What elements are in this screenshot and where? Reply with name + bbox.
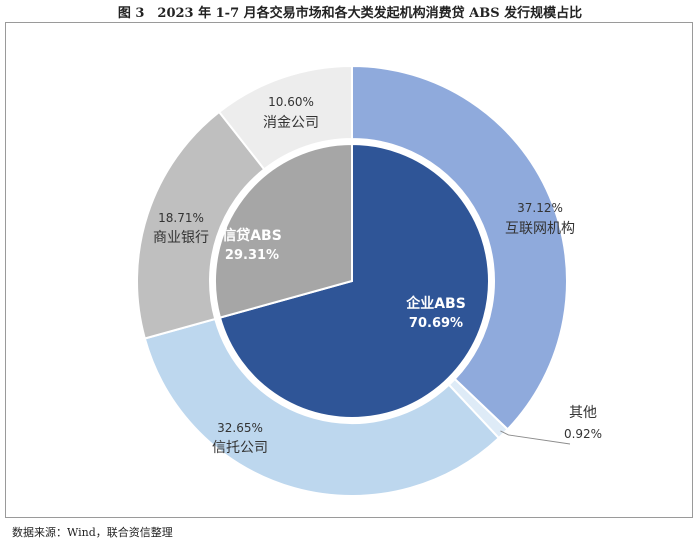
outer-label-name-2: 其他 xyxy=(569,405,597,421)
data-source-note: 数据来源：Wind，联合资信整理 xyxy=(12,526,173,539)
outer-label-pct-1: 37.12% xyxy=(517,201,563,215)
leader-line-other xyxy=(500,430,571,445)
outer-label-pct-5: 10.60% xyxy=(268,95,314,109)
inner-slice-2 xyxy=(214,142,353,319)
outer-label-name-1: 互联网机构 xyxy=(505,221,575,237)
outer-label-name-5: 消金公司 xyxy=(263,115,319,131)
chart-frame xyxy=(5,22,693,518)
inner-pie xyxy=(214,142,490,419)
outer-ring xyxy=(136,64,568,497)
inner-label-pct-2: 29.31% xyxy=(225,248,279,263)
inner-label-name-1: 企业ABS xyxy=(405,295,466,312)
outer-slice-5 xyxy=(217,64,353,171)
outer-label-name-3: 信托公司 xyxy=(212,440,268,456)
inner-slice-1 xyxy=(218,142,490,419)
outer-label-pct-2: 0.92% xyxy=(564,427,602,441)
outer-slice-3 xyxy=(143,317,501,497)
leader-lines xyxy=(500,430,571,445)
outer-label-pct-4: 18.71% xyxy=(158,211,204,225)
outer-slice-1 xyxy=(351,64,568,431)
slice-labels: 37.12% 互联网机构 0.92% 其他 32.65% 信托公司 18.71% 商业银行 10… xyxy=(153,95,602,456)
inner-label-pct-1: 70.69% xyxy=(409,316,463,331)
figure-title: 图 3 2023 年 1-7 月各交易市场和各大类发起机构消费贷 ABS 发行规… xyxy=(117,6,583,21)
outer-label-pct-3: 32.65% xyxy=(217,421,263,435)
inner-label-name-2: 信贷ABS xyxy=(222,227,282,244)
outer-label-name-4: 商业银行 xyxy=(153,230,209,246)
